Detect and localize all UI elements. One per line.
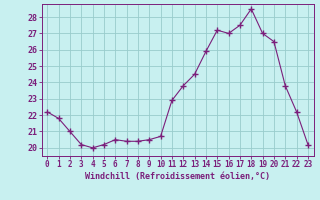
X-axis label: Windchill (Refroidissement éolien,°C): Windchill (Refroidissement éolien,°C)	[85, 172, 270, 181]
